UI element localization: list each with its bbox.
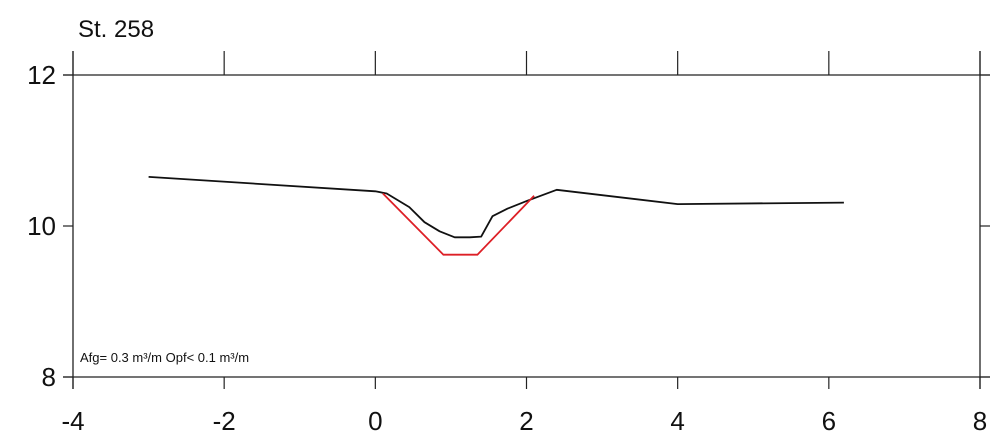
- chart-title: St. 258: [78, 16, 154, 43]
- volume-annotation: Afg= 0.3 m³/m Opf< 0.1 m³/m: [80, 350, 249, 365]
- x-tick-label: -2: [213, 406, 236, 436]
- measured-profile-line: [148, 176, 844, 239]
- plot-frame: [63, 51, 990, 389]
- x-tick-label: 8: [973, 406, 987, 436]
- design-profile-line: [382, 192, 535, 256]
- x-axis-ticks: -4 -2 0 2 4 6 8: [61, 51, 987, 436]
- y-tick-label: 10: [27, 211, 56, 241]
- x-tick-label: 2: [519, 406, 533, 436]
- y-tick-label: 12: [27, 60, 56, 90]
- x-tick-label: 0: [368, 406, 382, 436]
- series-group: [148, 176, 844, 256]
- x-tick-label: 6: [822, 406, 836, 436]
- y-axis-ticks: 8 10 12: [27, 60, 990, 392]
- y-tick-label: 8: [42, 362, 56, 392]
- x-tick-label: 4: [670, 406, 684, 436]
- x-tick-label: -4: [61, 406, 84, 436]
